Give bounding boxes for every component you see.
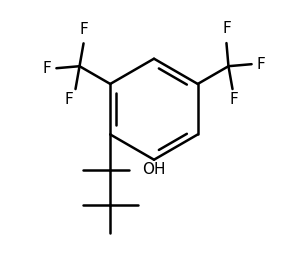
Text: F: F <box>257 57 265 72</box>
Text: F: F <box>79 22 88 37</box>
Text: F: F <box>222 21 231 36</box>
Text: F: F <box>229 92 238 107</box>
Text: F: F <box>64 92 73 107</box>
Text: F: F <box>43 61 51 76</box>
Text: OH: OH <box>142 162 165 177</box>
